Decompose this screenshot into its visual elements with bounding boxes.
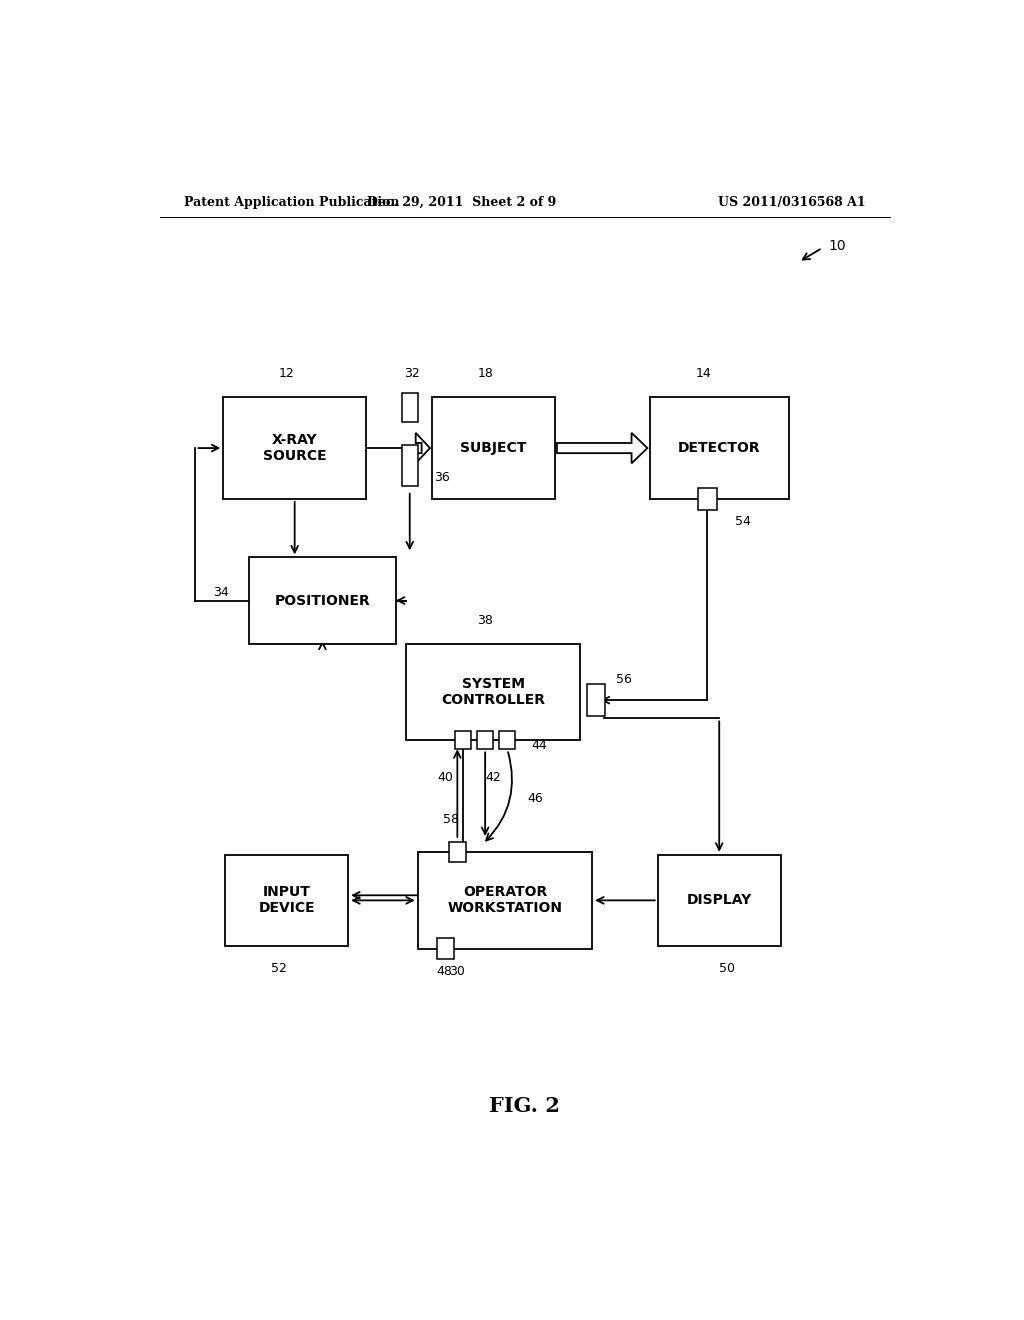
Text: US 2011/0316568 A1: US 2011/0316568 A1 — [719, 195, 866, 209]
Bar — [657, 854, 780, 946]
Text: 12: 12 — [279, 367, 295, 380]
Text: 32: 32 — [404, 367, 420, 380]
Text: 58: 58 — [443, 813, 459, 826]
Text: 48: 48 — [436, 965, 452, 978]
Text: 40: 40 — [437, 771, 454, 784]
Bar — [436, 939, 455, 958]
Bar — [500, 731, 515, 750]
Text: 36: 36 — [433, 471, 450, 484]
Text: 14: 14 — [695, 367, 712, 380]
Bar — [406, 644, 581, 741]
Text: 52: 52 — [270, 962, 287, 975]
Text: FIG. 2: FIG. 2 — [489, 1096, 560, 1115]
Text: 30: 30 — [450, 965, 465, 978]
Text: OPERATOR
WORKSTATION: OPERATOR WORKSTATION — [447, 886, 562, 916]
Text: 42: 42 — [485, 771, 501, 784]
Text: 34: 34 — [213, 586, 229, 599]
Text: POSITIONER: POSITIONER — [274, 594, 371, 607]
Bar — [455, 731, 471, 750]
Text: 56: 56 — [616, 673, 632, 686]
Bar — [449, 842, 466, 862]
Text: SYSTEM
CONTROLLER: SYSTEM CONTROLLER — [441, 677, 545, 708]
Bar — [697, 487, 717, 510]
Text: 44: 44 — [531, 739, 547, 752]
Text: Dec. 29, 2011  Sheet 2 of 9: Dec. 29, 2011 Sheet 2 of 9 — [367, 195, 556, 209]
Text: INPUT
DEVICE: INPUT DEVICE — [258, 886, 315, 916]
Text: DETECTOR: DETECTOR — [678, 441, 761, 455]
Text: 50: 50 — [719, 962, 735, 975]
Bar — [588, 684, 605, 717]
Text: 46: 46 — [527, 792, 543, 805]
Text: Patent Application Publication: Patent Application Publication — [183, 195, 399, 209]
Bar — [650, 397, 788, 499]
Text: 18: 18 — [477, 367, 494, 380]
Bar — [477, 731, 494, 750]
Bar — [418, 853, 592, 949]
Bar — [223, 397, 367, 499]
Bar — [401, 445, 418, 486]
Text: DISPLAY: DISPLAY — [687, 894, 752, 907]
Text: 10: 10 — [828, 239, 846, 253]
FancyArrow shape — [557, 433, 647, 463]
Bar — [431, 397, 555, 499]
Text: 54: 54 — [735, 515, 751, 528]
Text: 38: 38 — [477, 614, 494, 627]
Bar — [401, 393, 418, 421]
Bar — [225, 854, 348, 946]
Text: SUBJECT: SUBJECT — [460, 441, 526, 455]
Text: X-RAY
SOURCE: X-RAY SOURCE — [263, 433, 327, 463]
FancyArrow shape — [416, 433, 430, 463]
Bar — [249, 557, 396, 644]
